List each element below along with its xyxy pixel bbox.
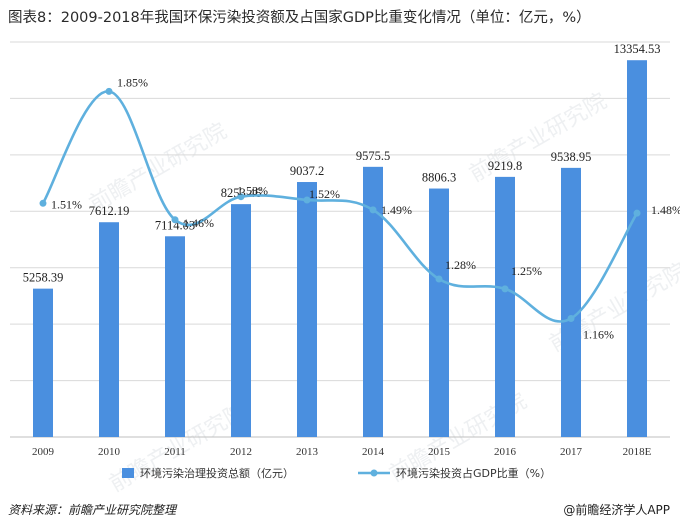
legend-label-line: 环境污染投资占GDP比重（%） [396,466,551,480]
ratio-point-2015 [435,275,443,283]
bar-2016 [495,176,515,437]
legend-swatch-line-marker [370,469,378,477]
ratio-point-2018E [633,209,641,217]
ratio-label-2012: 1.53% [237,184,268,198]
ratio-label-2014: 1.49% [381,203,412,217]
ratio-label-2013: 1.52% [309,187,340,201]
ratio-point-2009 [39,199,47,207]
bar-2012 [231,204,251,437]
brand-credit: @前瞻经济学人APP [563,503,670,517]
x-tick-label: 2013 [296,446,319,458]
x-tick-label: 2016 [494,446,517,458]
bar-2017 [561,167,581,437]
chart-title: 图表8：2009-2018年我国环保污染投资额及占国家GDP比重变化情况（单位：… [8,10,591,26]
x-tick-label: 2009 [32,446,55,458]
x-tick-label: 2010 [98,446,121,458]
source-note: 资料来源：前瞻产业研究院整理 [8,503,177,517]
bar-2011 [165,236,185,437]
ratio-point-2017 [567,315,575,322]
bar-label-2013: 9037.2 [290,164,324,178]
x-tick-label: 2014 [362,446,385,458]
bar-2014 [363,166,383,437]
bar-2010 [99,222,119,437]
ratio-label-2011: 1.46% [183,216,214,230]
ratio-label-2017: 1.16% [583,328,614,342]
bar-label-2011: 7114.03 [155,218,195,232]
x-tick-label: 2017 [560,446,583,458]
x-tick-label: 2015 [428,446,451,458]
ratio-label-2018E: 1.48% [651,203,680,217]
bar-label-2018E: 13354.53 [614,42,661,56]
ratio-point-2010 [105,87,113,95]
bar-label-2010: 7612.19 [89,204,130,218]
bar-label-2014: 9575.5 [356,149,390,163]
bar-label-2015: 8806.3 [422,171,456,185]
ratio-point-2014 [369,206,377,214]
ratio-label-2015: 1.28% [445,258,476,272]
bar-label-2009: 5258.39 [23,271,64,285]
ratio-label-2016: 1.25% [511,264,542,278]
bar-label-2016: 9219.8 [488,159,522,173]
bar-2015 [429,188,449,437]
ratio-point-2011 [171,216,179,224]
legend-label-bar: 环境污染治理投资总额（亿元） [140,466,294,480]
ratio-label-2009: 1.51% [51,197,82,211]
x-tick-label: 2018E [623,446,652,458]
ratio-line [41,90,639,323]
bar-2018E [627,60,647,437]
x-tick-label: 2012 [230,446,252,458]
bar-2009 [33,288,53,437]
ratio-point-2012 [237,193,245,201]
ratio-label-2010: 1.85% [117,75,148,89]
bar-2013 [297,182,317,437]
ratio-point-2013 [303,196,311,204]
ratio-point-2016 [501,285,509,293]
legend-swatch-bar [122,468,134,478]
bar-label-2017: 9538.95 [551,150,592,164]
x-tick-label: 2011 [164,446,186,458]
